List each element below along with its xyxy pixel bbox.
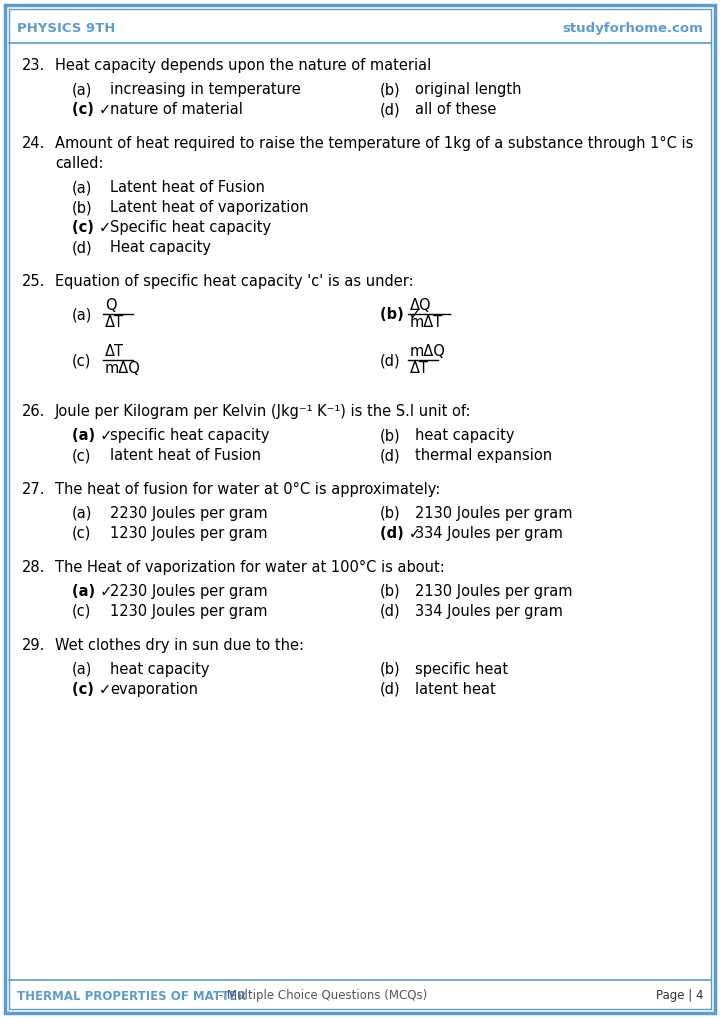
Text: studyforhome.com: studyforhome.com [508, 213, 613, 223]
Text: 25.: 25. [22, 274, 45, 289]
Text: studyforhome.com: studyforhome.com [562, 21, 703, 35]
Text: called:: called: [55, 156, 104, 171]
Text: (b): (b) [380, 662, 400, 677]
Text: (b): (b) [380, 506, 400, 521]
Text: 1230 Joules per gram: 1230 Joules per gram [110, 526, 268, 541]
Text: ΔT: ΔT [410, 361, 429, 376]
Text: (a): (a) [72, 82, 92, 97]
Text: mΔQ: mΔQ [105, 361, 141, 376]
Text: Page | 4: Page | 4 [655, 989, 703, 1003]
Text: latent heat of Fusion: latent heat of Fusion [110, 448, 261, 463]
Text: (c) ✓: (c) ✓ [72, 682, 112, 697]
Text: (c) ✓: (c) ✓ [72, 102, 112, 117]
Text: (d): (d) [380, 682, 400, 697]
Text: (c): (c) [72, 448, 91, 463]
Text: Equation of specific heat capacity 'c' is as under:: Equation of specific heat capacity 'c' i… [55, 274, 413, 289]
FancyBboxPatch shape [5, 5, 715, 1013]
Text: THERMAL PROPERTIES OF MATTER: THERMAL PROPERTIES OF MATTER [17, 989, 246, 1003]
Text: Heat capacity: Heat capacity [110, 240, 211, 254]
Text: (d): (d) [380, 353, 400, 367]
Text: heat capacity: heat capacity [110, 662, 210, 677]
Text: 26.: 26. [22, 404, 45, 419]
Text: 2130 Joules per gram: 2130 Joules per gram [415, 506, 572, 521]
Text: Latent heat of vaporization: Latent heat of vaporization [110, 200, 309, 215]
Text: 334 Joules per gram: 334 Joules per gram [415, 526, 563, 541]
Text: original length: original length [415, 82, 521, 97]
Text: (d): (d) [380, 448, 400, 463]
Text: The heat of fusion for water at 0°C is approximately:: The heat of fusion for water at 0°C is a… [55, 482, 440, 497]
Text: ΔQ: ΔQ [410, 298, 431, 313]
Text: (a): (a) [72, 662, 92, 677]
Text: Joule per Kilogram per Kelvin (Jkg⁻¹ K⁻¹) is the S.I unit of:: Joule per Kilogram per Kelvin (Jkg⁻¹ K⁻¹… [55, 404, 472, 419]
Text: PHYSICS 9TH: PHYSICS 9TH [17, 21, 115, 35]
Text: (b) ✓: (b) ✓ [380, 307, 421, 322]
Text: (b): (b) [380, 82, 400, 97]
Text: (c) ✓: (c) ✓ [72, 220, 112, 235]
Text: (b): (b) [380, 428, 400, 443]
Text: all of these: all of these [415, 102, 496, 117]
Text: Wet clothes dry in sun due to the:: Wet clothes dry in sun due to the: [55, 638, 304, 653]
Text: ΔT: ΔT [105, 344, 124, 359]
Text: specific heat capacity: specific heat capacity [110, 428, 269, 443]
Text: (d): (d) [380, 604, 400, 619]
Text: 27.: 27. [22, 482, 45, 497]
Text: studyforhome.com: studyforhome.com [250, 735, 530, 861]
Text: evaporation: evaporation [110, 682, 198, 697]
Text: increasing in temperature: increasing in temperature [110, 82, 301, 97]
Text: latent heat: latent heat [415, 682, 496, 697]
Text: nature of material: nature of material [110, 102, 243, 117]
FancyBboxPatch shape [9, 9, 711, 1009]
Text: heat capacity: heat capacity [415, 428, 515, 443]
Text: studyforhome.com: studyforhome.com [238, 291, 621, 465]
Text: The Heat of vaporization for water at 100°C is about:: The Heat of vaporization for water at 10… [55, 560, 445, 575]
Text: 24.: 24. [22, 136, 45, 151]
Text: (d) ✓: (d) ✓ [380, 526, 421, 541]
Text: (b): (b) [380, 584, 400, 599]
Text: mΔQ: mΔQ [410, 344, 446, 359]
Text: 2230 Joules per gram: 2230 Joules per gram [110, 584, 268, 599]
Text: (a) ✓: (a) ✓ [72, 428, 112, 443]
Text: specific heat: specific heat [415, 662, 508, 677]
Text: - Multiple Choice Questions (MCQs): - Multiple Choice Questions (MCQs) [215, 989, 427, 1003]
Text: (d): (d) [380, 102, 400, 117]
Text: (c): (c) [72, 526, 91, 541]
Text: Q: Q [105, 298, 117, 313]
Text: Specific heat capacity: Specific heat capacity [110, 220, 271, 235]
Text: ΔT: ΔT [105, 315, 124, 330]
Text: (b): (b) [72, 200, 93, 215]
Text: 28.: 28. [22, 560, 45, 575]
Text: Amount of heat required to raise the temperature of 1kg of a substance through 1: Amount of heat required to raise the tem… [55, 136, 693, 151]
Text: Latent heat of Fusion: Latent heat of Fusion [110, 180, 265, 195]
Text: 2130 Joules per gram: 2130 Joules per gram [415, 584, 572, 599]
Text: (a): (a) [72, 506, 92, 521]
Text: 1230 Joules per gram: 1230 Joules per gram [110, 604, 268, 619]
Text: (a) ✓: (a) ✓ [72, 584, 112, 599]
Text: 2230 Joules per gram: 2230 Joules per gram [110, 506, 268, 521]
Text: Heat capacity depends upon the nature of material: Heat capacity depends upon the nature of… [55, 58, 431, 73]
Text: thermal expansion: thermal expansion [415, 448, 552, 463]
Text: 334 Joules per gram: 334 Joules per gram [415, 604, 563, 619]
Text: (c): (c) [72, 604, 91, 619]
Text: (d): (d) [72, 240, 93, 254]
Text: mΔT: mΔT [410, 315, 444, 330]
Text: 29.: 29. [22, 638, 45, 653]
Text: (c): (c) [72, 353, 91, 367]
Text: (a): (a) [72, 307, 92, 322]
Text: (a): (a) [72, 180, 92, 195]
Text: 23.: 23. [22, 58, 45, 73]
